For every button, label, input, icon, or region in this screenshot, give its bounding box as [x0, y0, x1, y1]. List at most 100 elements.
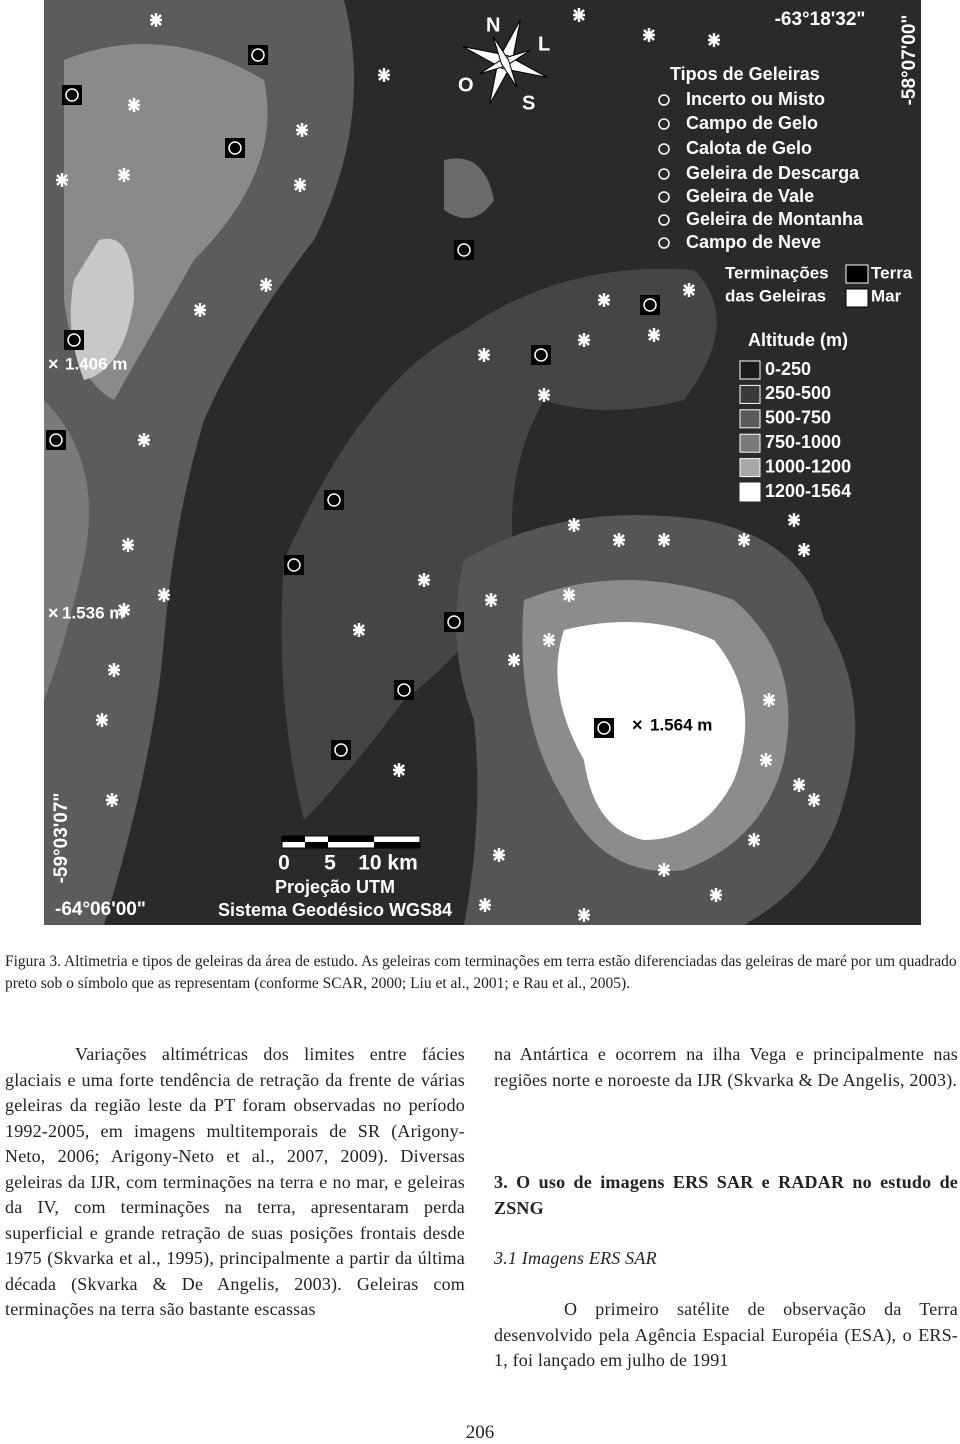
glacier-symbol — [394, 680, 414, 700]
glacier-symbol — [648, 328, 660, 342]
glacier-symbol — [658, 863, 670, 877]
altitude-class: 1000-1200 — [765, 456, 851, 476]
glacier-symbol — [710, 888, 722, 902]
glacier-symbol — [479, 898, 491, 912]
glacier-symbol — [643, 28, 655, 42]
section-heading: 3. O uso de imagens ERS SAR e RADAR no e… — [494, 1172, 958, 1218]
coord-right: -58°07'00" — [899, 15, 920, 106]
glacier-symbol — [643, 298, 657, 312]
glacier-symbol — [613, 533, 625, 547]
map-figure: N L S O -63°18'32" -58°07'00" -59°03'07"… — [44, 0, 921, 925]
legend-title: Tipos de Geleiras — [670, 64, 820, 84]
glacier-symbol — [158, 588, 170, 602]
glacier-symbol — [793, 778, 805, 792]
glacier-symbol — [543, 633, 555, 647]
legend-item: Geleira de Descarga — [686, 163, 860, 183]
legend-icon — [658, 118, 670, 130]
svg-text:×: × — [632, 715, 643, 735]
glacier-symbol — [122, 538, 134, 552]
glacier-symbol — [760, 753, 772, 767]
glacier-symbol — [563, 588, 575, 602]
altitude-class: 500-750 — [765, 408, 831, 428]
peak-label: 1.406 m — [65, 354, 127, 373]
glacier-symbol — [296, 123, 308, 137]
figure-caption: Figura 3. Altimetria e tipos de geleiras… — [5, 953, 957, 992]
altitude-title: Altitude (m) — [748, 330, 848, 350]
glacier-symbol — [538, 388, 550, 402]
glacier-symbol — [251, 48, 265, 62]
scale-label: 5 — [324, 852, 336, 875]
glacier-symbol — [67, 333, 81, 347]
glacier-symbol — [578, 333, 590, 347]
glacier-symbol — [393, 763, 405, 777]
glacier-symbol — [353, 623, 365, 637]
glacier-symbol — [447, 615, 461, 629]
coord-left: -59°03'07" — [51, 793, 72, 884]
glacier-symbol — [457, 243, 471, 257]
terminations-title: Terminações — [725, 263, 829, 282]
altitude-swatch — [739, 360, 761, 380]
terminations-item: Mar — [871, 286, 902, 305]
glacier-symbol — [658, 533, 670, 547]
glacier-symbol — [128, 98, 140, 112]
glacier-symbol — [597, 721, 611, 735]
peak-label: 1.536 m — [62, 603, 124, 622]
glacier-symbol — [573, 8, 585, 22]
subsection-heading: 3.1 Imagens ERS SAR — [494, 1248, 657, 1268]
glacier-symbol — [65, 88, 79, 102]
glacier-symbol — [531, 345, 551, 365]
legend-item: Campo de Gelo — [686, 113, 818, 133]
glacier-symbol — [324, 490, 344, 510]
glacier-symbol — [568, 518, 580, 532]
glacier-symbol — [225, 138, 245, 158]
glacier-symbol — [138, 433, 150, 447]
glacier-symbol — [798, 543, 810, 557]
glacier-symbol — [788, 513, 800, 527]
projection: Projeção UTM — [275, 877, 395, 897]
glacier-symbol — [150, 13, 162, 27]
glacier-symbol — [228, 141, 242, 155]
glacier-symbols — [46, 8, 820, 922]
glacier-symbol — [485, 593, 497, 607]
legend-item: Incerto ou Misto — [686, 89, 825, 109]
glacier-symbol — [331, 740, 351, 760]
legend-icon — [658, 94, 670, 106]
glacier-symbol — [194, 303, 206, 317]
glacier-symbol — [106, 793, 118, 807]
glacier-symbol — [284, 555, 304, 575]
glacier-symbol — [808, 793, 820, 807]
svg-text:×: × — [48, 354, 59, 374]
compass-s: S — [522, 92, 535, 114]
glacier-symbol — [397, 683, 411, 697]
altitude-class: 1200-1564 — [765, 481, 851, 501]
page-number: 206 — [465, 1422, 495, 1443]
legend-item: Geleira de Vale — [686, 186, 814, 206]
svg-text:×: × — [48, 603, 59, 623]
compass — [462, 19, 548, 105]
glacier-symbol — [708, 33, 720, 47]
glacier-symbol — [108, 663, 120, 677]
legend-icon — [658, 214, 670, 226]
glacier-symbol — [294, 178, 306, 192]
glacier-symbol — [96, 713, 108, 727]
glacier-symbol — [683, 283, 695, 297]
glacier-symbol — [578, 908, 590, 922]
glacier-symbol — [49, 433, 63, 447]
altitude-class: 250-500 — [765, 383, 831, 403]
scale-label: 0 — [278, 852, 290, 875]
legend-item: Calota de Gelo — [686, 138, 812, 158]
glacier-symbol — [378, 68, 390, 82]
glacier-symbol — [287, 558, 301, 572]
compass-o: O — [458, 74, 474, 96]
altitude-swatch — [739, 482, 761, 502]
legend-item: Geleira de Montanha — [686, 209, 864, 229]
glacier-symbol — [534, 348, 548, 362]
paragraph: Variações altimétricas dos limites entre… — [5, 1044, 465, 1319]
legend-item: Campo de Neve — [686, 232, 821, 252]
glacier-symbol — [508, 653, 520, 667]
glacier-symbol — [118, 168, 130, 182]
glacier-symbol — [118, 603, 130, 617]
altitude-swatch — [739, 458, 761, 478]
glacier-symbol — [454, 240, 474, 260]
